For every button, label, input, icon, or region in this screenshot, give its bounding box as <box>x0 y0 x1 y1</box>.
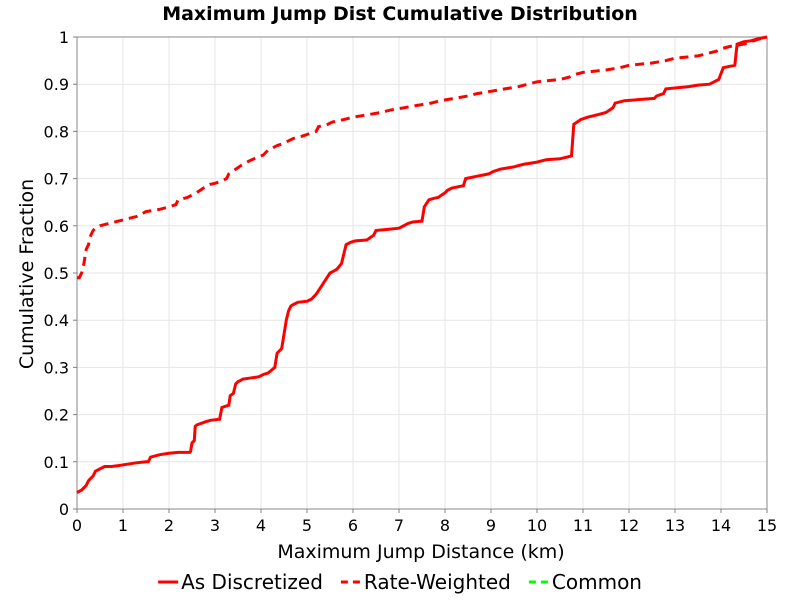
y-tick-label: 0.3 <box>44 358 69 377</box>
legend-item: As Discretized <box>158 570 323 594</box>
x-tick-label: 1 <box>118 516 128 535</box>
x-tick-label: 11 <box>573 516 593 535</box>
y-tick-label: 0.7 <box>44 170 69 189</box>
chart-title: Maximum Jump Dist Cumulative Distributio… <box>162 3 638 25</box>
x-tick-label: 8 <box>440 516 450 535</box>
x-tick-label: 6 <box>348 516 358 535</box>
grid <box>76 36 768 510</box>
y-tick-label: 0.5 <box>44 264 69 283</box>
series-line-as-discretized <box>76 35 768 494</box>
legend-item: Rate-Weighted <box>340 570 511 594</box>
x-tick-label: 13 <box>665 516 685 535</box>
x-tick-label: 9 <box>486 516 496 535</box>
y-tick-label: 0.6 <box>44 217 69 236</box>
legend-label: Common <box>552 570 642 594</box>
x-tick-label: 15 <box>757 516 777 535</box>
x-tick-label: 4 <box>256 516 266 535</box>
x-tick-label: 14 <box>711 516 731 535</box>
y-tick-label: 0.1 <box>44 453 69 472</box>
legend: As Discretized Rate-Weighted Common <box>158 570 642 594</box>
y-tick-label: 0.4 <box>44 311 69 330</box>
legend-label: Rate-Weighted <box>364 570 511 594</box>
x-tick-label: 7 <box>394 516 404 535</box>
x-tick-label: 12 <box>619 516 639 535</box>
x-tick-label: 2 <box>164 516 174 535</box>
y-axis-label: Cumulative Fraction <box>16 179 38 369</box>
x-tick-label: 5 <box>302 516 312 535</box>
y-tick-label: 1 <box>59 28 69 47</box>
series-line-rate-weighted <box>77 35 768 280</box>
y-tick-label: 0.2 <box>44 406 69 425</box>
y-tick-label: 0 <box>59 500 69 519</box>
legend-item: Common <box>528 570 642 594</box>
y-tick-label: 0.9 <box>44 75 69 94</box>
y-tick-label: 0.8 <box>44 122 69 141</box>
series-lines <box>76 35 768 494</box>
x-tick-label: 0 <box>72 516 82 535</box>
x-axis-label: Maximum Jump Distance (km) <box>277 541 564 563</box>
x-tick-label: 3 <box>210 516 220 535</box>
axis-ticks: 0 1 2 3 4 5 6 7 8 9 10 11 12 13 14 1500.10.20.30.40.50.… <box>44 28 778 535</box>
legend-label: As Discretized <box>181 570 323 594</box>
x-tick-label: 10 <box>527 516 547 535</box>
